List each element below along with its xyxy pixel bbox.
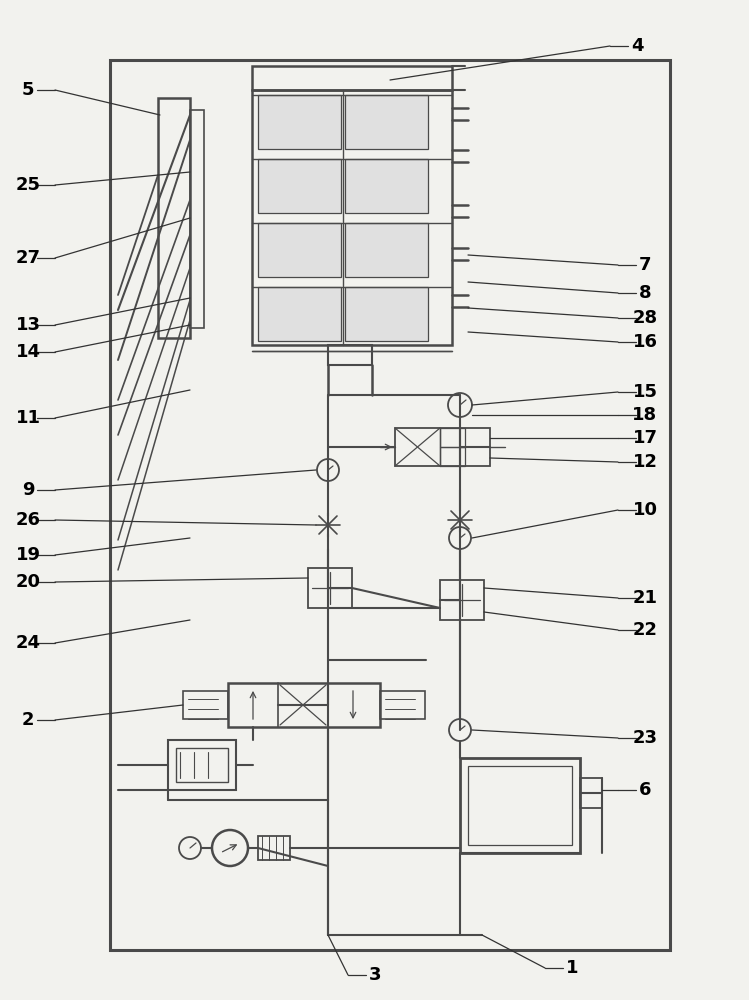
Bar <box>380 691 425 719</box>
Bar <box>345 223 428 277</box>
Text: 22: 22 <box>632 621 658 639</box>
Text: 2: 2 <box>22 711 34 729</box>
Text: 10: 10 <box>632 501 658 519</box>
Bar <box>328 345 372 365</box>
Text: 26: 26 <box>16 511 40 529</box>
Text: 21: 21 <box>632 589 658 607</box>
Text: 20: 20 <box>16 573 40 591</box>
Bar <box>158 98 190 338</box>
Bar <box>468 766 572 845</box>
Bar <box>183 691 228 719</box>
Text: 19: 19 <box>16 546 40 564</box>
Bar <box>395 428 490 466</box>
Text: 1: 1 <box>565 959 578 977</box>
Bar <box>228 683 380 727</box>
Text: 27: 27 <box>16 249 40 267</box>
Bar <box>580 778 602 808</box>
Text: 6: 6 <box>639 781 651 799</box>
Bar <box>258 223 341 277</box>
Bar <box>460 758 580 853</box>
Bar <box>110 60 670 950</box>
Bar <box>176 748 228 782</box>
Bar <box>190 110 204 328</box>
Text: 18: 18 <box>632 406 658 424</box>
Bar <box>440 580 484 620</box>
Text: 9: 9 <box>22 481 34 499</box>
Text: 11: 11 <box>16 409 40 427</box>
Text: 12: 12 <box>632 453 658 471</box>
Bar <box>252 66 452 90</box>
Text: 7: 7 <box>639 256 651 274</box>
Text: 5: 5 <box>22 81 34 99</box>
Text: 3: 3 <box>369 966 381 984</box>
Text: 23: 23 <box>632 729 658 747</box>
Text: 15: 15 <box>632 383 658 401</box>
Bar <box>440 447 465 466</box>
Text: 28: 28 <box>632 309 658 327</box>
Bar <box>440 428 465 447</box>
Bar <box>252 90 452 345</box>
Text: 17: 17 <box>632 429 658 447</box>
Bar <box>258 287 341 341</box>
Bar <box>258 836 290 860</box>
Text: 25: 25 <box>16 176 40 194</box>
Text: 16: 16 <box>632 333 658 351</box>
Text: 4: 4 <box>631 37 643 55</box>
Bar <box>258 159 341 213</box>
Bar <box>345 159 428 213</box>
Text: 24: 24 <box>16 634 40 652</box>
Bar <box>345 287 428 341</box>
Bar <box>308 568 352 608</box>
Bar <box>345 95 428 149</box>
Text: 14: 14 <box>16 343 40 361</box>
Text: 13: 13 <box>16 316 40 334</box>
Text: 8: 8 <box>639 284 652 302</box>
Bar <box>258 95 341 149</box>
Bar <box>168 740 236 790</box>
